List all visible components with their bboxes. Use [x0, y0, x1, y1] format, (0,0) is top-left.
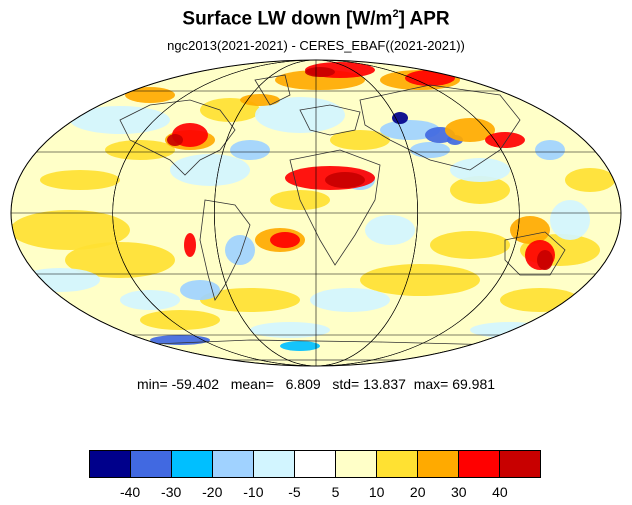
max-value: 69.981: [452, 376, 496, 392]
anomaly-patch: [450, 158, 510, 182]
anomaly-patch: [230, 140, 270, 160]
title-text: Surface LW down [W/m: [182, 8, 393, 30]
min-label: min=: [136, 376, 168, 392]
mean-value: 6.809: [285, 376, 321, 392]
anomaly-patch: [140, 310, 220, 330]
anomaly-patch: [535, 140, 565, 160]
anomaly-patch: [184, 233, 196, 257]
std-label: std=: [332, 376, 360, 392]
anomaly-patch: [250, 322, 330, 338]
colorbar-swatch: [336, 451, 377, 477]
colorbar: [89, 450, 541, 478]
colorbar-swatch: [418, 451, 459, 477]
anomaly-patch: [280, 341, 320, 351]
std-value: 13.837: [363, 376, 406, 392]
anomaly-patch: [537, 250, 553, 270]
anomaly-patch: [125, 87, 175, 103]
coastline-path: [299, 104, 361, 136]
graticule: [11, 60, 621, 366]
colorbar-swatch: [131, 451, 172, 477]
colorbar-tick-label: 10: [368, 484, 385, 500]
chart-title: Surface LW down [W/m2] APR: [0, 8, 632, 30]
stats-line: min= -59.402 mean= 6.809 std= 13.837 max…: [0, 376, 632, 392]
anomaly-patch: [445, 118, 495, 142]
coastline-path: [254, 74, 291, 106]
anomaly-patch: [120, 290, 180, 310]
anomaly-patch: [105, 140, 175, 160]
colorbar-tick-label: -30: [161, 484, 182, 500]
anomaly-patch: [65, 242, 175, 278]
anomaly-patch: [470, 322, 550, 338]
anomaly-patch: [225, 235, 255, 265]
anomaly-patch: [180, 280, 220, 300]
anomaly-patch: [500, 288, 580, 312]
colorbar-swatch: [254, 451, 295, 477]
anomaly-patch: [365, 215, 415, 245]
coastline-path: [289, 149, 381, 266]
anomaly-patch: [305, 67, 335, 77]
colorbar-tick-label: -20: [202, 484, 223, 500]
anomaly-patch: [565, 168, 615, 192]
anomaly-patch: [200, 288, 300, 312]
anomaly-patch: [240, 94, 280, 106]
max-label: max=: [413, 376, 449, 392]
anomaly-patch: [450, 176, 510, 204]
anomaly-patch: [325, 172, 365, 188]
anomaly-patch: [11, 210, 130, 250]
colorbar-swatch: [295, 451, 336, 477]
colorbar-swatch: [377, 451, 418, 477]
anomaly-patch: [310, 288, 390, 312]
colorbar-tick-label: -5: [288, 484, 301, 500]
globe-outline: [10, 59, 622, 367]
anomaly-patch: [410, 142, 450, 158]
colorbar-tick-label: -10: [243, 484, 264, 500]
anomaly-patch: [430, 231, 510, 259]
colorbar-swatch: [213, 451, 254, 477]
colorbar-swatch: [90, 451, 131, 477]
colorbar-tick-label: 20: [409, 484, 426, 500]
colorbar-ticks: -40 -30 -20 -10 -5 5 10 20 30 40: [89, 484, 541, 502]
anomaly-patch: [550, 200, 590, 240]
coastline-path: [199, 199, 251, 301]
colorbar-tick-label: 5: [331, 484, 340, 500]
coastline-path: [504, 231, 566, 276]
mean-label: mean=: [230, 376, 274, 392]
anomaly-patch: [485, 132, 525, 148]
anomaly-patch: [392, 112, 408, 124]
anomaly-patch: [20, 268, 100, 292]
colorbar-tick-label: 30: [451, 484, 467, 500]
anomaly-patch: [270, 232, 300, 248]
anomaly-patch: [330, 130, 390, 150]
colorbar-swatch: [500, 451, 540, 477]
coastline-path: [359, 84, 521, 171]
anomaly-patch: [360, 264, 480, 296]
graticule-meridian: [214, 60, 418, 366]
title-superscript: 2: [392, 8, 399, 20]
anomaly-patch: [40, 170, 120, 190]
coastline-path: [119, 99, 236, 176]
graticule-meridian: [112, 60, 520, 366]
colorbar-tick-label: 40: [492, 484, 508, 500]
min-value: -59.402: [171, 376, 220, 392]
anomaly-patch: [170, 154, 250, 186]
anomaly-patch: [167, 134, 183, 146]
colorbar-tick-label: -40: [119, 484, 141, 500]
colorbar-swatch: [459, 451, 500, 477]
chart-subtitle: ngc2013(2021-2021) - CERES_EBAF((2021-20…: [167, 38, 465, 53]
colorbar-swatch: [172, 451, 213, 477]
title-tail: ] APR: [398, 8, 450, 30]
